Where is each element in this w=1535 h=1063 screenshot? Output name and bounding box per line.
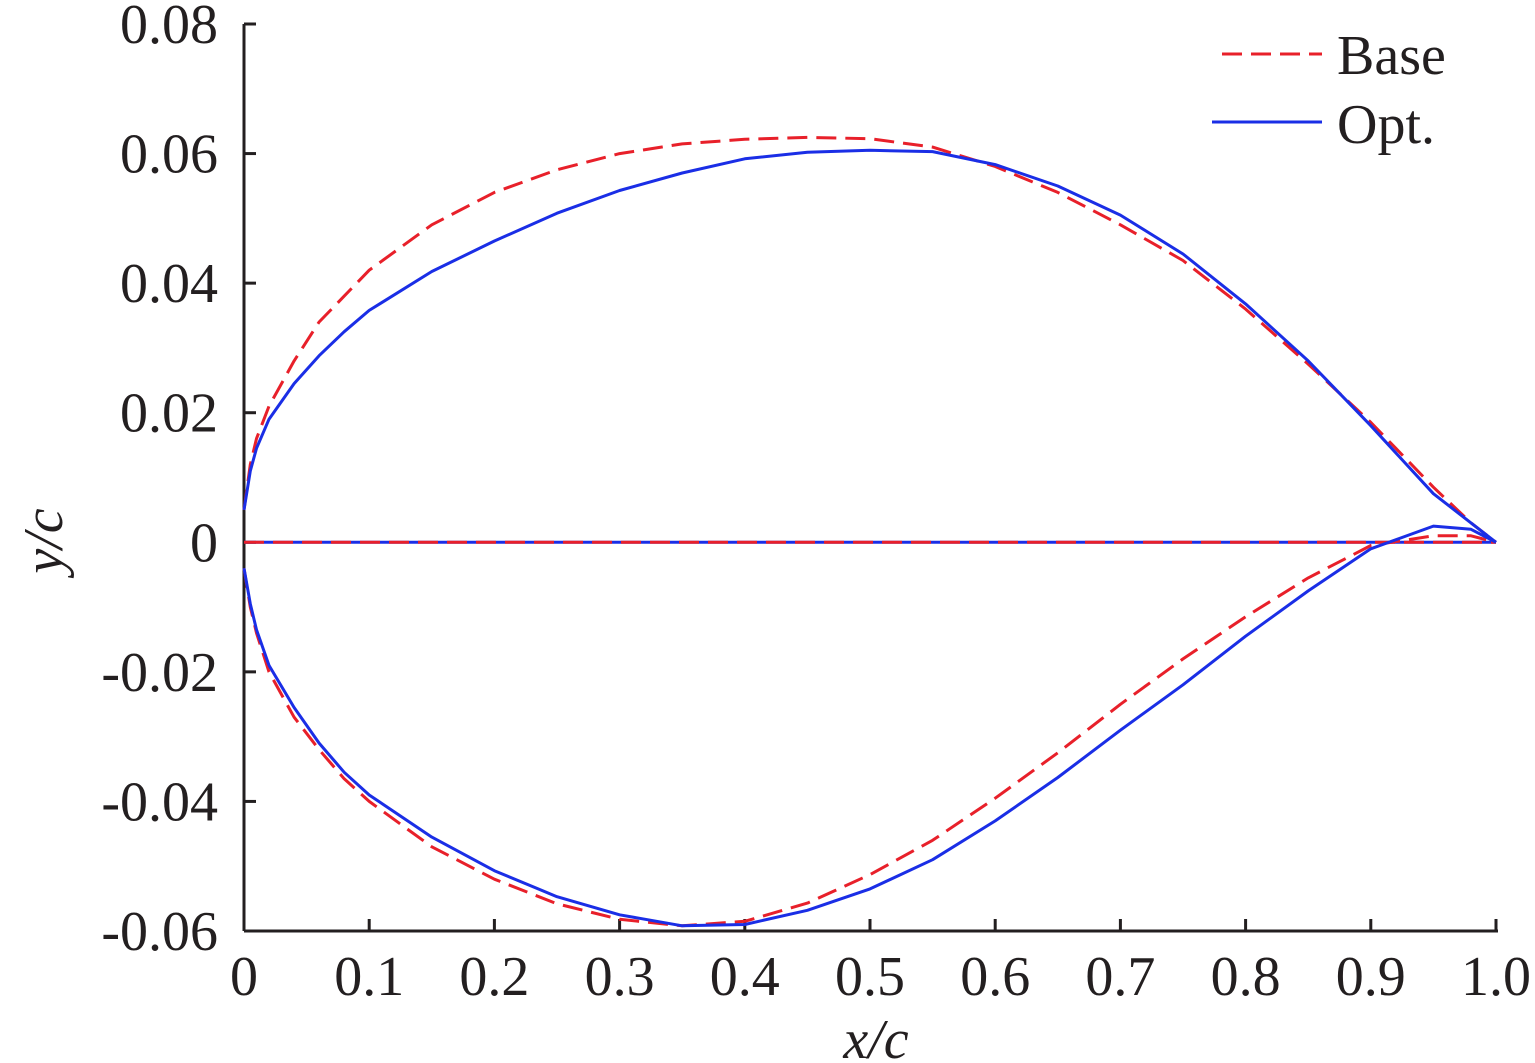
y-axis-ticks: -0.06 -0.04 -0.02 0 0.02 0.04 0.06 0.08 <box>101 0 256 963</box>
x-axis-ticks: 0 0.1 0.2 0.3 0.4 0.5 0.6 0.7 0.8 0.9 1.0 <box>230 919 1531 1008</box>
opt-lower-surface-line <box>242 524 1497 928</box>
legend-label-base: Base <box>1337 25 1446 87</box>
x-axis-title: x/c <box>842 1009 908 1063</box>
legend-label-opt: Opt. <box>1337 94 1435 156</box>
legend: Base Opt. <box>1212 25 1446 156</box>
y-tick-label: -0.04 <box>101 771 218 833</box>
y-tick-label: 0.08 <box>120 0 218 56</box>
x-tick-label: 0.8 <box>1211 946 1281 1008</box>
x-tick-label: 0 <box>230 946 258 1008</box>
y-tick-label: -0.06 <box>101 901 218 963</box>
x-tick-label: 0.9 <box>1336 946 1406 1008</box>
base-lower-surface-line <box>242 534 1497 928</box>
x-tick-label: 0.1 <box>334 946 404 1008</box>
x-tick-label: 0.3 <box>585 946 655 1008</box>
x-tick-label: 0.5 <box>835 946 905 1008</box>
opt-upper-surface-line <box>242 148 1497 544</box>
x-tick-label: 0.4 <box>710 946 780 1008</box>
y-tick-label: 0.06 <box>120 124 218 186</box>
base-upper-surface-line <box>242 135 1497 544</box>
y-tick-label: 0.04 <box>120 253 218 315</box>
x-tick-label: 1.0 <box>1461 946 1531 1008</box>
y-tick-label: 0 <box>190 512 218 574</box>
y-axis-title: y/c <box>13 508 75 578</box>
series-group <box>242 135 1497 928</box>
x-tick-label: 0.7 <box>1085 946 1155 1008</box>
y-tick-label: 0.02 <box>120 383 218 445</box>
x-tick-label: 0.2 <box>459 946 529 1008</box>
x-tick-label: 0.6 <box>960 946 1030 1008</box>
y-tick-label: -0.02 <box>101 642 218 704</box>
